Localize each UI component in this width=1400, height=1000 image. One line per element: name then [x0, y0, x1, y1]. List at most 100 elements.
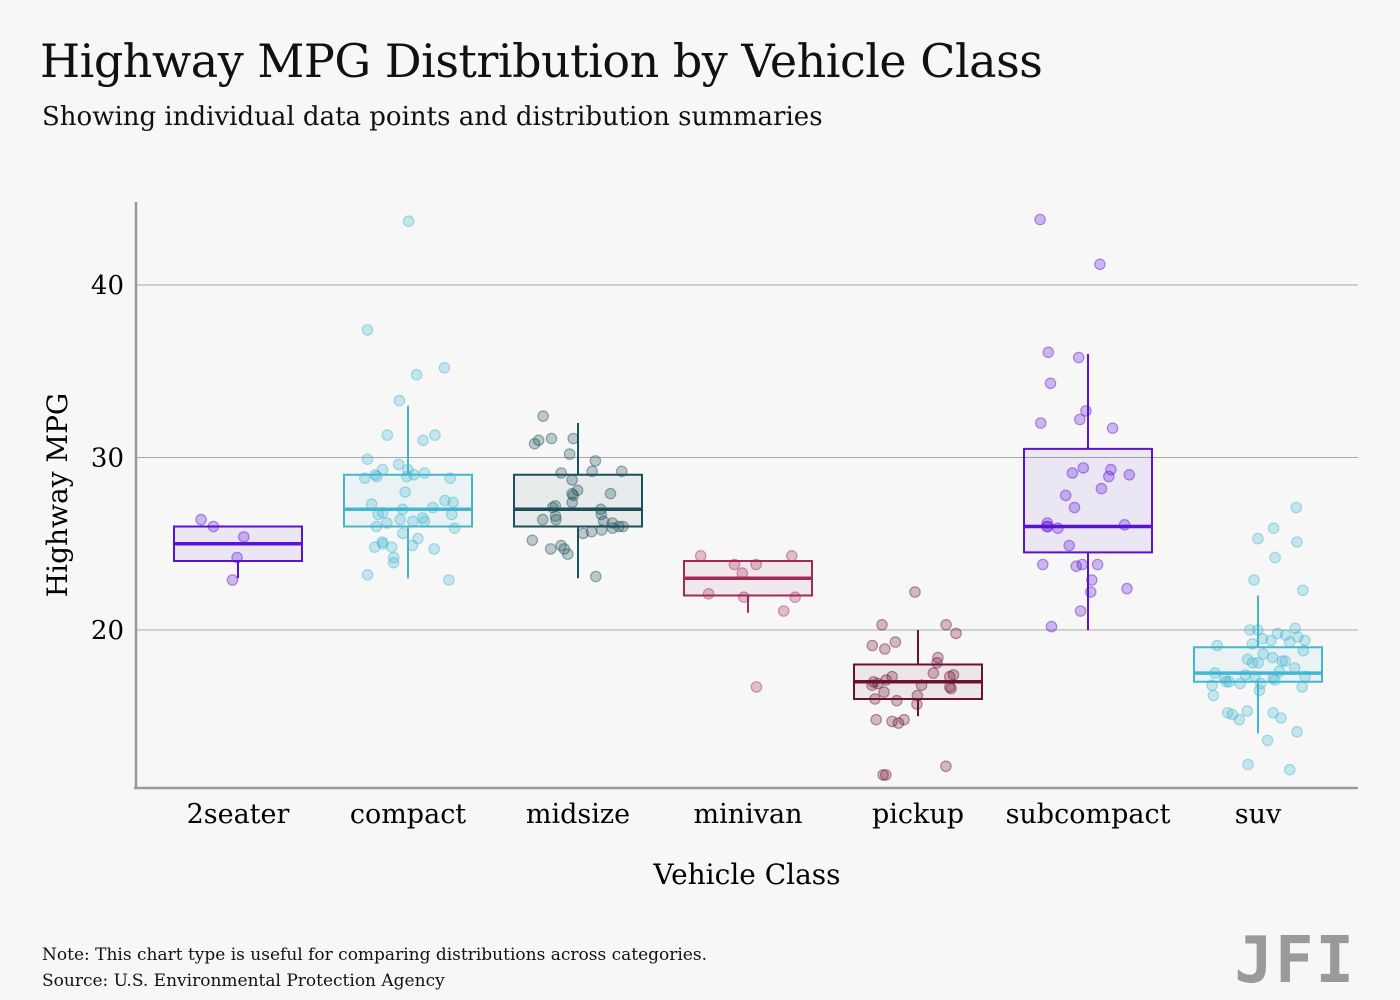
- data-point: [410, 368, 423, 381]
- data-point: [544, 543, 557, 555]
- data-point: [429, 429, 441, 441]
- data-point: [1267, 522, 1280, 534]
- data-point: [376, 506, 389, 519]
- y-tick-labels: 20 30 40: [91, 271, 124, 646]
- data-point: [231, 551, 243, 564]
- data-point: [1256, 632, 1269, 645]
- data-point: [915, 679, 928, 691]
- data-point: [549, 510, 562, 522]
- data-point: [1297, 584, 1309, 597]
- data-point: [1037, 558, 1049, 571]
- x-tick-label: 2seater: [187, 799, 290, 830]
- data-point: [1068, 501, 1081, 514]
- data-point: [585, 525, 598, 538]
- data-point: [393, 394, 406, 407]
- data-point: [195, 513, 207, 526]
- data-point: [399, 486, 411, 498]
- box-midsize: [513, 423, 643, 579]
- box-subcompact: [1023, 354, 1153, 630]
- data-point: [1248, 574, 1260, 586]
- data-point: [945, 682, 957, 695]
- data-point: [377, 537, 389, 550]
- data-point: [427, 501, 439, 514]
- points-midsize: [526, 410, 629, 583]
- data-point: [1299, 670, 1311, 683]
- data-point: [750, 681, 763, 693]
- data-point: [1267, 706, 1279, 719]
- data-point: [878, 686, 890, 698]
- data-point: [890, 694, 903, 707]
- data-point: [1241, 705, 1254, 717]
- iqr-box: [1023, 447, 1153, 554]
- data-point: [867, 675, 880, 688]
- data-point: [392, 458, 405, 471]
- data-point: [886, 715, 898, 728]
- data-point: [1221, 706, 1234, 719]
- data-point: [1242, 758, 1254, 771]
- data-point: [448, 522, 461, 534]
- footnote: Note: This chart type is useful for comp…: [42, 942, 707, 994]
- data-point: [396, 503, 409, 516]
- data-point: [1041, 517, 1054, 529]
- data-point: [737, 591, 750, 603]
- y-tick-label: 20: [91, 616, 124, 646]
- data-point: [1291, 536, 1303, 548]
- data-point: [1080, 405, 1092, 417]
- data-point: [381, 429, 394, 441]
- data-point: [694, 549, 707, 562]
- data-point: [1091, 558, 1104, 571]
- data-point: [438, 361, 451, 374]
- data-point: [940, 618, 952, 631]
- data-point: [402, 215, 415, 227]
- data-point: [1084, 586, 1097, 598]
- data-point: [597, 515, 610, 528]
- data-point: [1059, 489, 1072, 502]
- data-point: [567, 489, 580, 502]
- data-point: [1219, 672, 1231, 685]
- data-point: [439, 494, 451, 507]
- data-point: [361, 453, 374, 465]
- x-tick-label: compact: [350, 799, 466, 830]
- data-point: [1072, 351, 1085, 364]
- data-point: [546, 501, 559, 514]
- data-point: [866, 639, 879, 652]
- data-point: [1269, 551, 1281, 564]
- axes: [134, 202, 1358, 790]
- data-point: [1252, 656, 1264, 669]
- points-compact: [358, 215, 461, 586]
- data-point: [1297, 644, 1310, 657]
- data-point: [571, 484, 584, 497]
- data-point: [406, 539, 419, 552]
- data-point: [1106, 422, 1119, 434]
- data-point: [1074, 413, 1086, 426]
- data-point: [447, 496, 459, 509]
- data-point: [407, 468, 420, 481]
- data-point: [418, 467, 431, 479]
- data-point: [1118, 518, 1131, 531]
- data-point: [886, 670, 898, 683]
- data-point: [412, 532, 424, 545]
- data-point: [207, 520, 220, 533]
- data-point: [566, 474, 578, 486]
- data-point: [1252, 624, 1264, 636]
- data-point: [1223, 675, 1235, 688]
- data-point: [950, 627, 962, 640]
- data-point: [889, 636, 902, 648]
- data-point: [365, 498, 378, 510]
- x-tick-labels: 2seater compact midsize minivan pickup subcom…: [187, 799, 1282, 830]
- data-point: [1209, 667, 1221, 679]
- data-point: [869, 693, 881, 705]
- data-point: [443, 574, 455, 586]
- data-point: [1034, 213, 1046, 226]
- data-point: [1066, 467, 1079, 479]
- data-point: [1233, 713, 1246, 726]
- data-point: [1103, 470, 1115, 483]
- data-point: [428, 543, 440, 555]
- data-point: [1077, 462, 1090, 474]
- data-point: [1244, 624, 1256, 636]
- data-point: [550, 513, 562, 526]
- data-point: [1074, 605, 1087, 617]
- data-point: [1246, 637, 1259, 650]
- data-point: [1095, 482, 1108, 495]
- data-point: [361, 568, 374, 581]
